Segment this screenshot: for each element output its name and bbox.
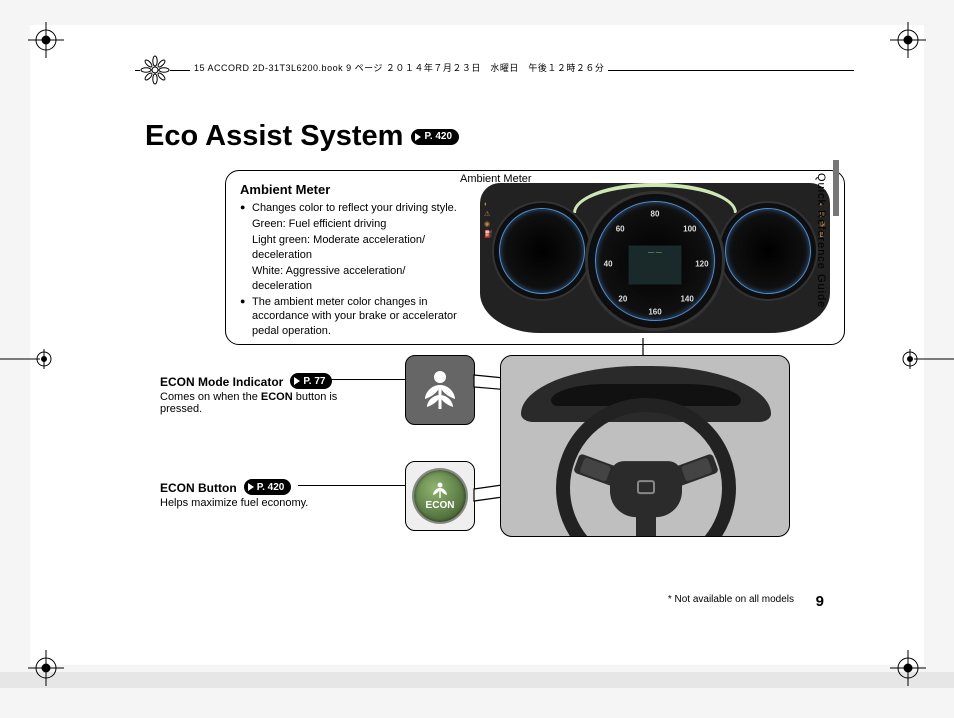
sidebar-label: Quick Reference Guide [815, 173, 827, 308]
wheel-hub [610, 461, 682, 517]
instrument-cluster: ◐⚠◉⛽ ◐▤◉▮ — — 20 40 60 80 100 120 140 16… [480, 183, 830, 333]
speedometer-gauge: — — 20 40 60 80 100 120 140 160 [585, 191, 725, 331]
ambient-bullet-1: Changes color to reflect your driving st… [240, 201, 460, 216]
ambient-bullet-2: The ambient meter color changes in accor… [240, 295, 460, 340]
speedo-160: 160 [648, 307, 661, 316]
title-page-ref: P. 420 [424, 131, 452, 142]
econ-indicator-page-ref-pill: P. 77 [290, 373, 332, 389]
page-number: 9 [816, 593, 824, 610]
ambient-sub-2: Light green: Moderate acceleration/ dece… [240, 233, 460, 263]
crop-mark-icon [890, 22, 926, 58]
econ-button-icon: ECON [414, 470, 466, 522]
footnote: * Not available on all models [668, 594, 794, 605]
crop-mark-icon [890, 650, 926, 686]
header-ornament-icon [140, 55, 170, 85]
speedo-100: 100 [683, 224, 696, 233]
econ-button-page-ref-pill: P. 420 [244, 479, 292, 495]
econ-button-label: ECON [426, 500, 455, 511]
speedo-120: 120 [695, 259, 708, 268]
fuel-temp-gauge [718, 201, 818, 301]
econ-button-block: ECON Button P. 420 Helps maximize fuel e… [160, 479, 370, 509]
page-area: 15 ACCORD 2D-31T3L6200.book 9 ページ ２０１４年７… [30, 25, 924, 665]
econ-indicator-icon-box [405, 355, 475, 425]
leaf-small-icon [430, 481, 450, 499]
title-text: Eco Assist System [145, 120, 403, 153]
ambient-sub-3: White: Aggressive acceleration/ decelera… [240, 264, 460, 294]
arrow-right-icon [294, 377, 300, 385]
honda-badge-icon [637, 480, 655, 494]
econ-indicator-body-bold: ECON [261, 391, 293, 403]
crop-mark-icon [28, 650, 64, 686]
steering-wheel-photo [500, 355, 790, 537]
econ-button-page-ref: P. 420 [257, 482, 285, 493]
econ-button-body: Helps maximize fuel economy. [160, 497, 370, 509]
econ-button-heading: ECON Button [160, 481, 237, 495]
arrow-right-icon [415, 133, 421, 141]
econ-indicator-body-a: Comes on when the [160, 391, 261, 403]
econ-button-icon-box: ECON [405, 461, 475, 531]
speedo-40: 40 [604, 259, 613, 268]
multi-info-display: — — [628, 245, 682, 285]
speedo-140: 140 [680, 294, 693, 303]
crop-mark-icon [28, 22, 64, 58]
side-crop-mark-icon [0, 349, 54, 369]
title-page-ref-pill: P. 420 [411, 129, 459, 145]
arrow-right-icon [248, 483, 254, 491]
tachometer-gauge [492, 201, 592, 301]
page-title: Eco Assist System P. 420 [145, 120, 459, 153]
sidebar-tab [833, 160, 839, 216]
ambient-sub-1: Green: Fuel efficient driving [240, 217, 460, 232]
side-crop-mark-icon [900, 349, 954, 369]
leaf-icon [417, 367, 463, 413]
speedo-60: 60 [616, 224, 625, 233]
cluster-left-icons: ◐⚠◉⛽ [484, 201, 493, 238]
econ-indicator-heading: ECON Mode Indicator [160, 375, 283, 389]
econ-indicator-page-ref: P. 77 [303, 376, 325, 387]
ambient-meter-text: Ambient Meter Changes color to reflect y… [240, 181, 460, 341]
speedo-80: 80 [651, 210, 660, 219]
ambient-meter-heading: Ambient Meter [240, 181, 460, 199]
bottom-gray-band [0, 672, 954, 688]
econ-indicator-block: ECON Mode Indicator P. 77 Comes on when … [160, 373, 370, 415]
running-head: 15 ACCORD 2D-31T3L6200.book 9 ページ ２０１４年７… [190, 61, 608, 74]
speedo-20: 20 [618, 294, 627, 303]
